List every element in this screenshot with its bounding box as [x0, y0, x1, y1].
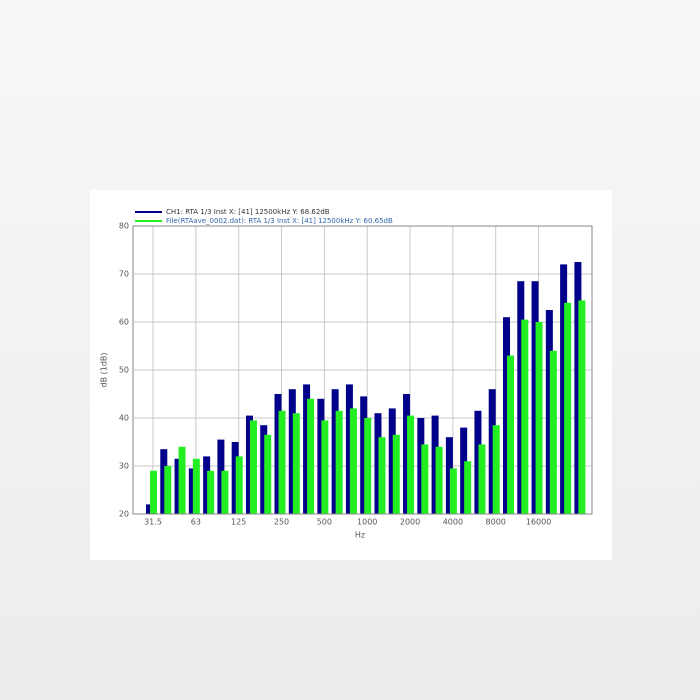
bar: [150, 470, 157, 514]
bar: [321, 420, 329, 514]
bar: [388, 408, 396, 514]
bar: [345, 384, 353, 514]
bar: [264, 434, 272, 514]
bar: [407, 415, 415, 514]
y-axis-label: dB (1dB): [100, 352, 109, 387]
x-tick-label: 16000: [526, 518, 551, 527]
bar: [421, 444, 429, 514]
bar: [364, 418, 372, 514]
bar: [203, 456, 211, 514]
x-tick-label: 63: [191, 518, 201, 527]
bar: [531, 281, 539, 514]
bar: [235, 456, 243, 514]
bar: [392, 434, 400, 514]
bar: [403, 394, 411, 514]
bar: [507, 355, 514, 514]
bar: [564, 302, 572, 514]
bar: [331, 389, 339, 514]
bar: [192, 458, 200, 514]
bar: [249, 420, 257, 514]
y-tick-label: 30: [119, 462, 129, 471]
y-tick-label: 60: [119, 318, 129, 327]
x-tick-label: 125: [231, 518, 246, 527]
bar: [545, 310, 553, 514]
chart: Hz dB (1dB) 20 30 40 50 60 70 80 31.5 63 125 250 50…: [100, 208, 593, 540]
bar: [521, 319, 529, 514]
bar: [160, 449, 168, 514]
x-tick-label: 31.5: [144, 518, 162, 527]
bar: [474, 410, 482, 514]
y-tick-label: 50: [119, 366, 129, 375]
bar: [292, 413, 300, 514]
bar: [503, 317, 510, 514]
bar: [560, 264, 568, 514]
y-tick-label: 80: [119, 222, 129, 231]
bar: [574, 262, 582, 514]
bar: [188, 468, 196, 514]
x-tick-label: 1000: [357, 518, 377, 527]
x-axis-label: Hz: [355, 531, 365, 540]
y-tick-label: 40: [119, 414, 129, 423]
plot-border: [132, 225, 593, 515]
bar: [464, 461, 472, 514]
bar: [449, 468, 457, 514]
y-tick-label: 20: [119, 510, 129, 519]
bar: [549, 350, 557, 514]
bar: [245, 415, 253, 514]
bar: [278, 410, 286, 514]
bar: [460, 427, 468, 514]
bar: [435, 446, 443, 514]
x-tick-label: 8000: [486, 518, 506, 527]
bar: [164, 466, 172, 514]
bar: [349, 408, 357, 514]
bar: [488, 389, 496, 514]
bar: [288, 389, 296, 514]
bar: [492, 425, 500, 514]
x-tick-label: 4000: [443, 518, 463, 527]
bar: [517, 281, 525, 514]
bar: [417, 418, 425, 514]
legend-label: CH1: RTA 1/3 Inst X: [41] 12500kHz Y: 68…: [166, 208, 330, 216]
legend-label: File(RTAave_0002.dat): RTA 1/3 Inst X: […: [166, 217, 393, 225]
bar: [207, 470, 215, 514]
bar: [221, 470, 229, 514]
bar: [231, 442, 239, 514]
bar: [307, 398, 315, 514]
bar: [578, 300, 586, 514]
bar: [378, 437, 386, 514]
bar: [478, 444, 486, 514]
y-tick-label: 70: [119, 270, 129, 279]
bar: [374, 413, 382, 514]
bar: [431, 415, 439, 514]
bar: [174, 458, 182, 514]
bar: [178, 446, 186, 514]
bar: [303, 384, 311, 514]
x-tick-label: 500: [317, 518, 332, 527]
x-tick-label: 250: [274, 518, 289, 527]
bar: [217, 439, 225, 514]
chart-panel: Hz dB (1dB) 20 30 40 50 60 70 80 31.5 63 125 250 50…: [90, 190, 612, 560]
bar: [274, 394, 282, 514]
bar: [260, 425, 268, 514]
bar: [445, 437, 453, 514]
x-tick-label: 2000: [400, 518, 420, 527]
bar: [535, 322, 543, 514]
bar: [146, 504, 153, 514]
bar: [360, 396, 368, 514]
bar: [317, 398, 325, 514]
bar: [335, 410, 343, 514]
